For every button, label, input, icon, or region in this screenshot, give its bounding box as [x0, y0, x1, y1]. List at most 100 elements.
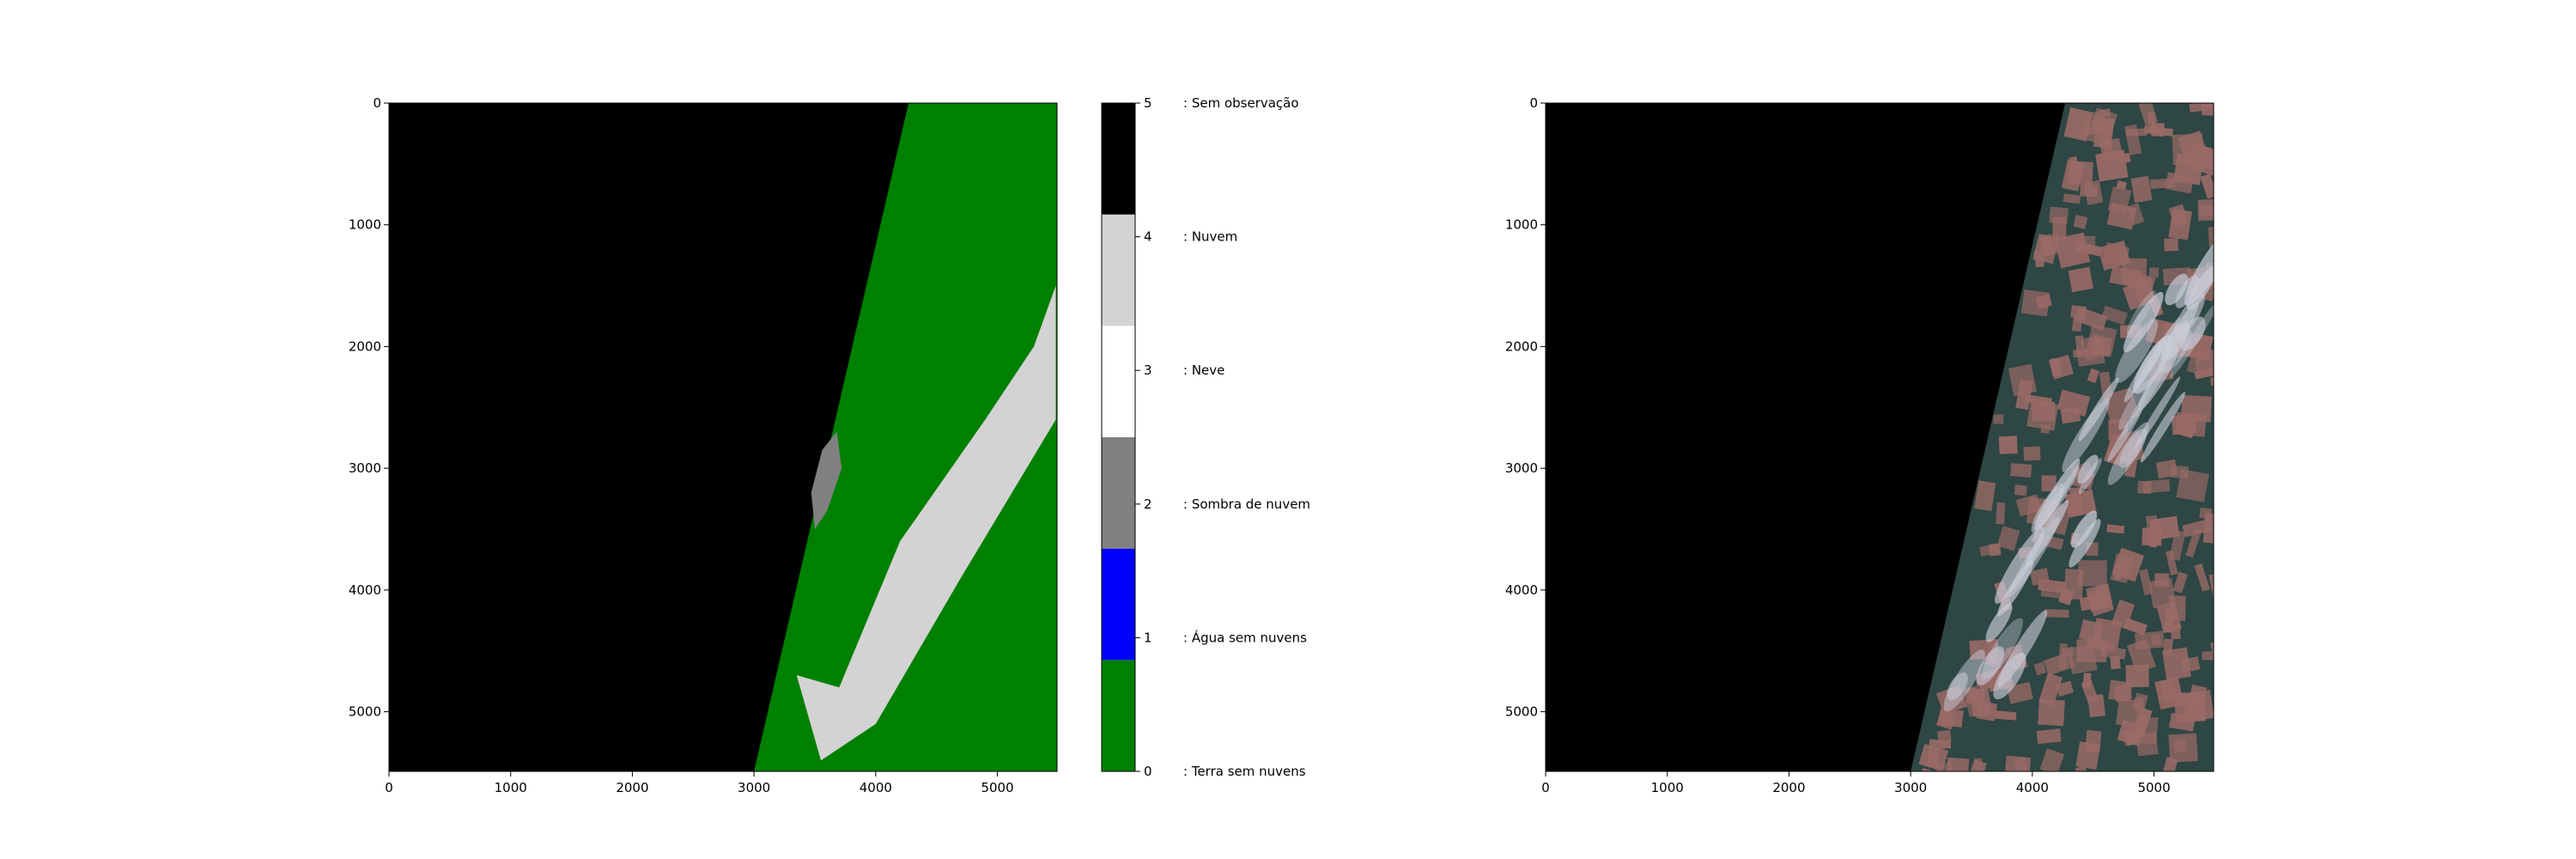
colorbar-segment: [1102, 660, 1135, 771]
field-patch: [2014, 484, 2027, 497]
cloud-streak: [2173, 293, 2205, 339]
x-tick-label: 5000: [2137, 780, 2170, 795]
field-patch: [2033, 250, 2045, 268]
cloud-streak: [2170, 302, 2214, 378]
field-patch: [2210, 638, 2214, 664]
field-patch: [2057, 643, 2068, 669]
field-patch: [2056, 680, 2075, 697]
field-patch: [2165, 550, 2178, 576]
x-tick-label: 3000: [738, 780, 770, 795]
field-patch: [1965, 759, 1987, 771]
y-tick-label: 4000: [349, 582, 381, 598]
y-tick-label: 3000: [1505, 460, 1538, 476]
cloud-streak: [2179, 316, 2206, 351]
cloud-streak: [2165, 273, 2189, 306]
x-tick-label: 0: [385, 780, 393, 795]
field-patch: [2106, 524, 2125, 534]
cloud-streak: [2133, 335, 2173, 394]
y-tick-label: 5000: [1505, 704, 1538, 720]
colorbar-labels: : Terra sem nuvens: Água sem nuvens: Som…: [1183, 95, 1310, 779]
field-patch: [2138, 103, 2159, 126]
field-patch: [2165, 172, 2195, 194]
field-patch: [2073, 214, 2088, 229]
field-patch: [2210, 376, 2214, 386]
field-patch: [2083, 180, 2104, 205]
colorbar-class-label: : Água sem nuvens: [1183, 629, 1307, 645]
field-patch: [2116, 180, 2128, 191]
field-patch: [2145, 515, 2160, 545]
field-patch: [2041, 475, 2057, 491]
field-patch: [2112, 683, 2133, 703]
colorbar-tick-label: 2: [1144, 497, 1152, 512]
field-patch: [2125, 664, 2149, 688]
cloud-streak: [1985, 603, 2013, 643]
field-patch: [1998, 436, 2018, 454]
cloud-streak: [2123, 291, 2164, 353]
cloud-streak: [2078, 377, 2119, 442]
cloud-streak: [2115, 319, 2159, 383]
colorbar-ticks: 0 1 2 3 4 5: [1135, 95, 1152, 779]
field-patch: [2015, 494, 2042, 517]
field-patch: [2180, 656, 2201, 673]
field-patch: [2078, 618, 2104, 643]
field-patch: [2139, 569, 2154, 596]
field-patch: [2110, 553, 2134, 584]
map-frame: [388, 102, 1058, 772]
field-patch: [2039, 748, 2065, 771]
colorbar-tick-label: 1: [1144, 630, 1152, 645]
field-patch: [2148, 577, 2177, 609]
field-patch: [2085, 729, 2102, 753]
cloud-streak: [1982, 618, 2023, 679]
field-patch: [2130, 175, 2153, 204]
cloud-shadow-region: [811, 431, 842, 529]
field-patch: [2189, 103, 2214, 113]
cloud-streak: [1997, 559, 2034, 617]
field-patch: [2151, 122, 2165, 137]
cloud-streak: [1993, 652, 2026, 700]
cloud-streak: [2118, 379, 2152, 430]
field-patch: [2014, 757, 2028, 771]
cloud-streak: [2175, 275, 2199, 308]
field-patch: [2123, 618, 2148, 636]
field-patch: [1946, 757, 1970, 771]
cloud-streak: [2078, 458, 2102, 494]
image-frame: [1545, 102, 2215, 772]
field-patch: [2087, 114, 2116, 147]
cloud-streak: [1976, 646, 2005, 685]
x-tick-label: 0: [1541, 780, 1550, 795]
field-patch: [2170, 624, 2181, 640]
y-tick-label: 0: [373, 95, 381, 111]
cloud-region: [796, 285, 1056, 761]
colorbar-segment: [1102, 326, 1135, 437]
field-patch: [2020, 289, 2050, 317]
field-patch: [1939, 740, 1952, 749]
field-patch: [2123, 728, 2136, 746]
x-axis-ticks: 0 1000 2000 3000 4000 5000: [385, 771, 1014, 795]
field-patch: [2134, 277, 2154, 303]
y-tick-label: 1000: [1505, 217, 1538, 233]
field-patch: [2009, 463, 2032, 478]
colorbar-segment: [1102, 437, 1135, 549]
field-patch: [2160, 680, 2175, 702]
field-patch: [2068, 266, 2093, 293]
field-patch: [1969, 687, 1993, 717]
field-patch: [2085, 583, 2113, 612]
field-patch: [2038, 698, 2065, 727]
colorbar-class-label: : Terra sem nuvens: [1183, 764, 1306, 779]
x-tick-label: 2000: [616, 780, 648, 795]
y-tick-label: 2000: [1505, 338, 1538, 354]
field-patch: [2142, 478, 2171, 494]
x-tick-label: 4000: [860, 780, 892, 795]
field-patch: [1937, 729, 1952, 743]
field-patch: [2163, 638, 2173, 657]
field-patch: [2159, 757, 2178, 771]
field-patch: [2202, 651, 2214, 661]
field-patch: [2127, 203, 2145, 226]
field-patch: [2029, 568, 2050, 586]
field-patch: [2202, 513, 2214, 545]
field-patch: [2168, 712, 2196, 732]
field-patch: [2080, 336, 2099, 362]
field-patch: [2163, 608, 2176, 633]
colorbar-segment: [1102, 214, 1135, 326]
